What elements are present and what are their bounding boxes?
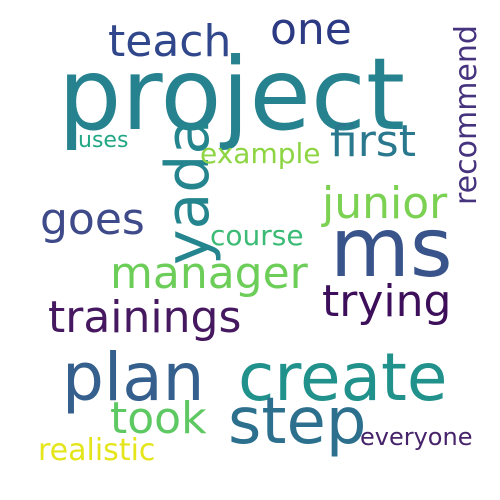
word-uses: uses	[78, 128, 129, 153]
word-plan: plan	[62, 339, 205, 416]
word-course: course	[210, 219, 304, 252]
word-step: step	[228, 385, 367, 459]
word-one: one	[270, 4, 352, 55]
word-junior: junior	[322, 178, 448, 229]
word-ms: ms	[330, 201, 453, 296]
word-create: create	[238, 339, 448, 416]
word-trying: trying	[322, 276, 452, 327]
word-first: first	[330, 116, 416, 167]
word-recommend: recommend	[449, 25, 484, 205]
word-realistic: realistic	[38, 433, 156, 468]
word-teach: teach	[108, 16, 232, 67]
word-everyone: everyone	[360, 423, 473, 451]
word-manager: manager	[110, 248, 308, 299]
word-trainings: trainings	[48, 292, 242, 343]
word-project: project	[58, 36, 406, 153]
word-took: took	[110, 393, 207, 444]
word-goes: goes	[40, 194, 145, 245]
word-example: example	[200, 137, 321, 170]
